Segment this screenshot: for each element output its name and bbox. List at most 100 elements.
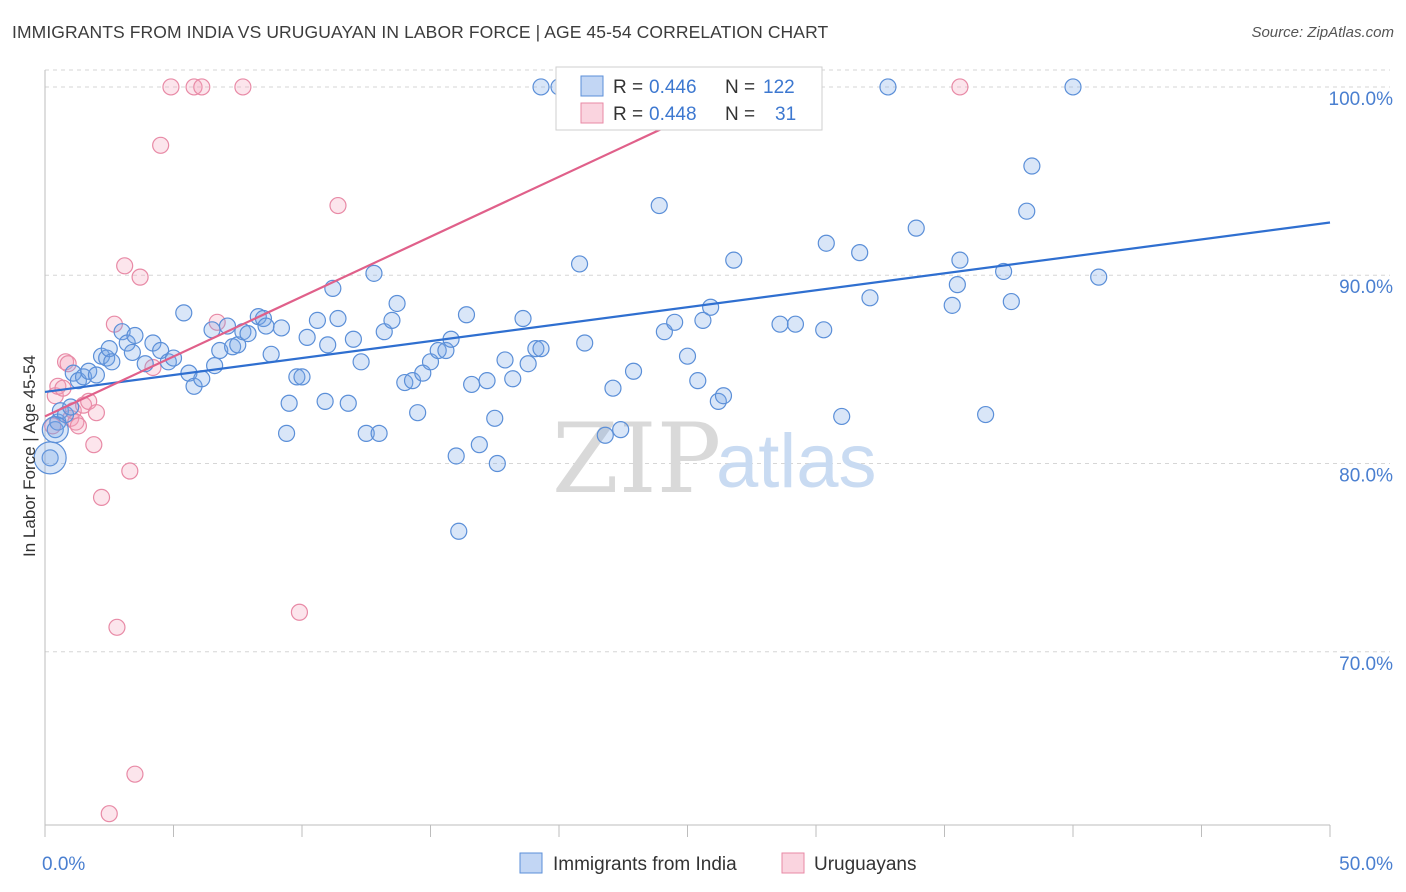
legend-swatch-india [519, 852, 543, 874]
data-point [126, 765, 144, 783]
legend: Immigrants from India Uruguayans [519, 852, 916, 875]
stats-r-label-uruguay: R = [613, 104, 643, 125]
axes [44, 70, 1331, 837]
data-point [100, 805, 118, 823]
data-point [437, 341, 455, 360]
data-point [519, 355, 537, 373]
source-credit: Source: ZipAtlas.com [1251, 24, 1394, 41]
x-tick-label: 0.0% [42, 854, 85, 875]
data-point [288, 368, 306, 386]
watermark-zip: ZIP [552, 403, 721, 515]
data-point [92, 488, 111, 506]
data-point [277, 424, 296, 442]
data-point [1023, 157, 1041, 175]
data-point [41, 449, 59, 467]
stats-swatch-uruguay [580, 102, 604, 124]
data-point [851, 244, 869, 262]
data-point [1090, 268, 1108, 286]
data-point [85, 436, 103, 454]
data-point [463, 375, 481, 394]
data-point [1002, 292, 1020, 311]
data-point [257, 317, 275, 335]
data-point [1064, 78, 1082, 96]
data-point [496, 351, 514, 369]
data-point [175, 304, 193, 322]
legend-label-india: Immigrants from India [553, 854, 737, 875]
data-point [121, 462, 139, 480]
grid-lines [45, 69, 1390, 653]
data-point [126, 326, 144, 345]
data-point [486, 409, 504, 427]
data-point [527, 340, 545, 358]
data-point [365, 264, 383, 282]
data-point [108, 618, 126, 636]
data-point [262, 345, 280, 363]
y-tick-label: 80.0% [1339, 466, 1393, 487]
data-point [714, 387, 733, 405]
data-point [771, 315, 789, 333]
stats-r-value-india: 0.446 [649, 77, 697, 98]
data-point [470, 436, 488, 454]
data-point [907, 219, 925, 237]
data-point [951, 251, 969, 269]
data-point [383, 311, 401, 330]
data-point [329, 196, 347, 215]
stats-box: R = 0.446 N = 122 R = 0.448 N = 31 [555, 66, 823, 131]
data-point [817, 234, 835, 252]
data-point [1018, 202, 1036, 220]
data-point-large [41, 416, 69, 444]
data-point [532, 340, 550, 358]
data-point [298, 328, 316, 346]
data-point [280, 394, 298, 412]
data-point [162, 78, 180, 96]
data-point [948, 276, 966, 294]
data-point [488, 454, 506, 473]
trend-lines [44, 85, 1331, 418]
data-point [113, 323, 131, 341]
data-point [725, 251, 743, 269]
data-point [951, 78, 969, 96]
data-point [293, 368, 311, 386]
watermark-atlas: atlas [716, 419, 877, 504]
data-point [596, 426, 614, 444]
data-point [103, 353, 121, 371]
data-point [100, 340, 118, 358]
data-point [316, 392, 334, 410]
series-india [33, 78, 1108, 540]
data-point [329, 309, 347, 328]
legend-swatch-uruguay [781, 852, 805, 874]
data-point [234, 78, 252, 96]
data-point [352, 353, 370, 371]
chart-title: IMMIGRANTS FROM INDIA VS URUGUAYAN IN LA… [12, 22, 829, 42]
stats-n-value-india: 122 [763, 77, 795, 98]
trend-line-india [44, 221, 1331, 394]
data-point [370, 424, 388, 442]
data-point [650, 196, 668, 215]
data-point [87, 404, 106, 422]
data-point [116, 257, 134, 275]
data-point [339, 394, 357, 412]
data-point [409, 404, 427, 422]
data-point [272, 319, 291, 337]
y-tick-label: 70.0% [1339, 654, 1393, 675]
data-point [193, 370, 211, 388]
trend-line-uruguay [44, 85, 753, 418]
data-point [447, 447, 465, 465]
data-point [123, 343, 141, 362]
data-point [977, 405, 995, 424]
data-point [239, 324, 257, 343]
data-point [576, 334, 594, 352]
y-axis-label: In Labor Force | Age 45-54 [20, 355, 39, 557]
stats-n-label-india: N = [725, 77, 755, 98]
data-point [229, 336, 247, 354]
data-point [457, 306, 476, 324]
data-point [995, 262, 1013, 281]
data-point [570, 255, 589, 273]
stats-swatch-india [580, 75, 604, 97]
data-point [943, 296, 961, 314]
data-point [152, 136, 170, 154]
data-point [504, 370, 522, 388]
data-point [211, 341, 229, 360]
data-point [612, 421, 630, 439]
